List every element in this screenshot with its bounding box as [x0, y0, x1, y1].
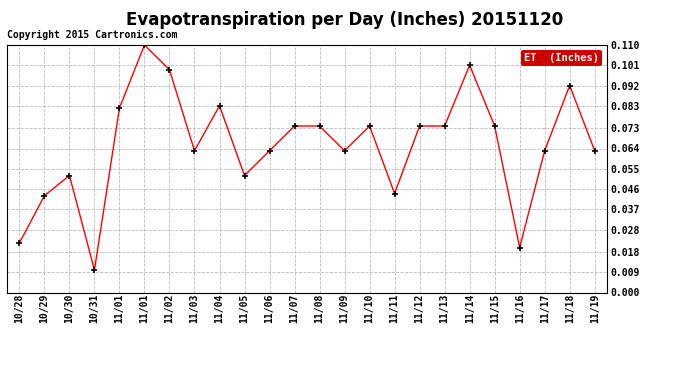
- Text: Copyright 2015 Cartronics.com: Copyright 2015 Cartronics.com: [7, 30, 177, 40]
- Text: Evapotranspiration per Day (Inches) 20151120: Evapotranspiration per Day (Inches) 2015…: [126, 11, 564, 29]
- Legend: ET  (Inches): ET (Inches): [521, 50, 602, 66]
